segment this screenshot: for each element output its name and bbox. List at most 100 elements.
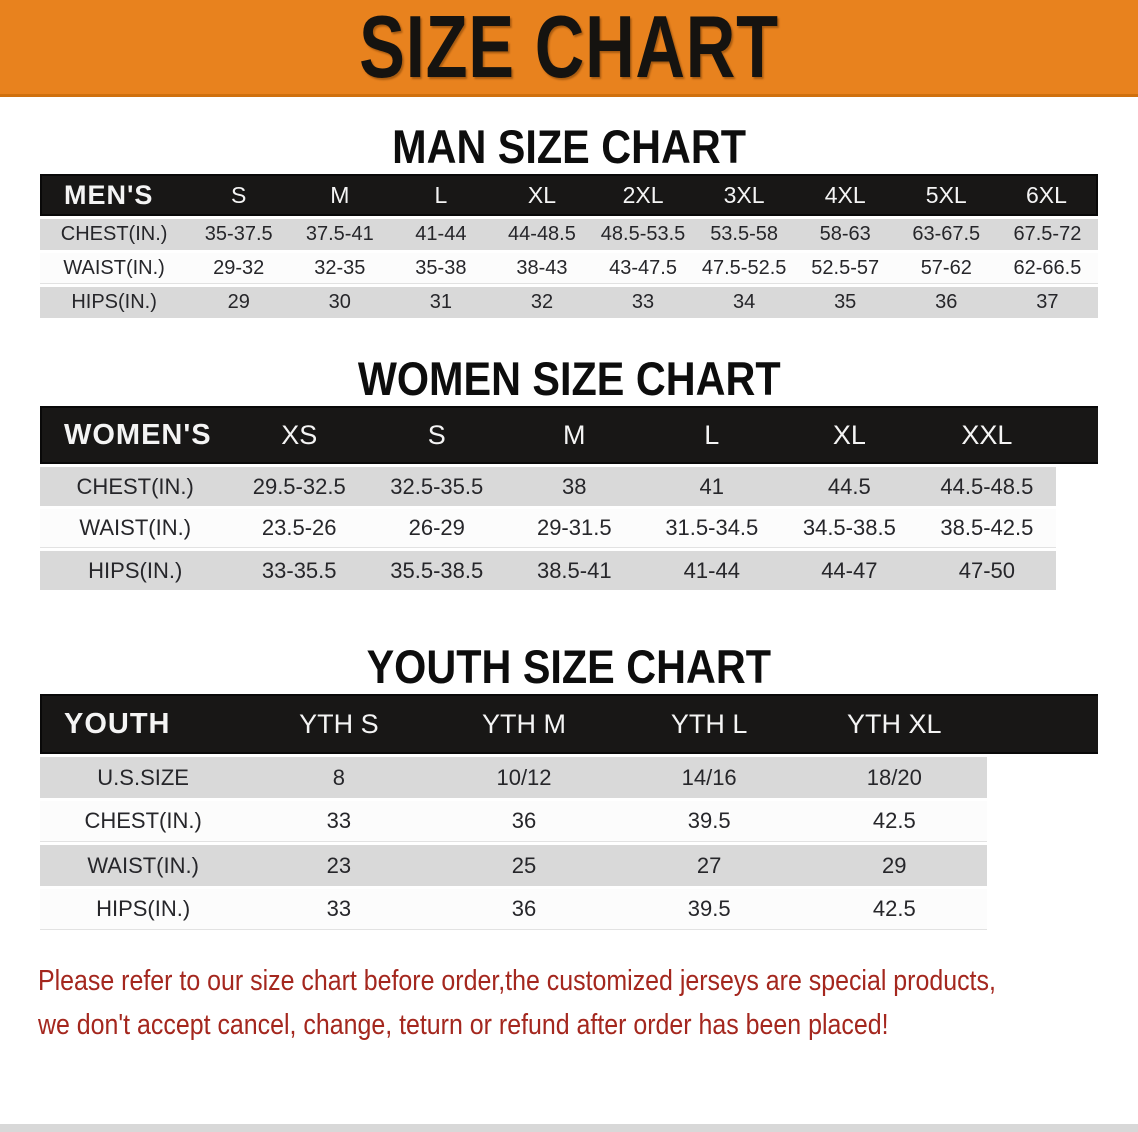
value-cell: 32.5-35.5 [367,467,506,506]
row-spacer [987,801,1098,842]
value-cell: 44-47 [780,551,919,590]
row-label: WAIST(IN.) [40,509,231,548]
value-cell: 33 [246,889,432,930]
table-row: WAIST(IN.) 29-32 32-35 35-38 38-43 43-47.5 47.… [40,253,1098,284]
value-cell: 44.5-48.5 [918,467,1056,506]
column-header: 4XL [794,174,896,216]
column-header: XL [491,174,593,216]
value-cell: 10/12 [431,757,617,798]
value-cell: 29-31.5 [505,509,644,548]
table-row: HIPS(IN.) 33-35.5 35.5-38.5 38.5-41 41-44 44-… [40,551,1098,590]
value-cell: 34.5-38.5 [780,509,919,548]
value-cell: 63-67.5 [895,219,997,250]
value-cell: 38.5-42.5 [918,509,1056,548]
size-table: YOUTH YTH S YTH M YTH L YTH XL U.S.SIZE 8 10/12… [40,691,1098,933]
value-cell: 47.5-52.5 [693,253,795,284]
table-row: WAIST(IN.) 23 25 27 29 [40,845,1098,886]
value-cell: 29 [188,287,290,318]
value-cell: 29.5-32.5 [230,467,368,506]
value-cell: 36 [895,287,997,318]
table-header-label: MEN'S [40,174,189,216]
value-cell: 42.5 [801,801,987,842]
column-header: L [643,406,781,464]
column-header: YTH M [431,694,617,754]
value-cell: 47-50 [918,551,1056,590]
column-header: 2XL [592,174,694,216]
column-header: S [188,174,290,216]
value-cell: 42.5 [801,889,987,930]
size-chart-banner: SIZE CHART [0,0,1138,97]
table-row: CHEST(IN.) 35-37.5 37.5-41 41-44 44-48.5 48.5… [40,219,1098,250]
row-spacer [987,889,1098,930]
value-cell: 26-29 [367,509,506,548]
row-label: CHEST(IN.) [40,219,189,250]
value-cell: 32-35 [289,253,391,284]
row-label: HIPS(IN.) [40,287,189,318]
row-label: HIPS(IN.) [40,551,231,590]
value-cell: 8 [246,757,432,798]
value-cell: 44-48.5 [491,219,593,250]
size-table: WOMEN'S XS S M L XL XXL CHEST(IN.) 29.5-32.5 32.5… [40,403,1098,593]
value-cell: 38 [505,467,644,506]
table-header-row: WOMEN'S XS S M L XL XXL [40,406,1098,464]
value-cell: 35 [794,287,896,318]
value-cell: 37 [996,287,1098,318]
column-header: YTH L [616,694,802,754]
table-header-row: YOUTH YTH S YTH M YTH L YTH XL [40,694,1098,754]
value-cell: 53.5-58 [693,219,795,250]
banner-title: SIZE CHART [359,0,779,96]
column-header: XL [780,406,919,464]
section-title-text: YOUTH SIZE CHART [366,640,772,693]
row-spacer [1056,551,1098,590]
row-label: U.S.SIZE [40,757,247,798]
value-cell: 36 [431,889,617,930]
column-header: XXL [918,406,1056,464]
value-cell: 39.5 [616,801,802,842]
column-header: XS [230,406,368,464]
value-cell: 41 [643,467,781,506]
column-header: YTH S [246,694,432,754]
column-header: L [390,174,492,216]
value-cell: 27 [616,845,802,886]
value-cell: 32 [491,287,593,318]
row-spacer [1056,467,1098,506]
value-cell: 44.5 [780,467,919,506]
value-cell: 39.5 [616,889,802,930]
size-table: MEN'S S M L XL 2XL 3XL 4XL 5XL 6XL CHEST(IN.) 35-37… [40,171,1098,321]
column-header: S [367,406,506,464]
section-title-text: WOMEN SIZE CHART [357,352,781,405]
table-row: HIPS(IN.) 29 30 31 32 33 34 35 36 37 [40,287,1098,318]
column-header: 5XL [895,174,997,216]
value-cell: 48.5-53.5 [592,219,694,250]
table-header-label: YOUTH [40,694,247,754]
value-cell: 37.5-41 [289,219,391,250]
value-cell: 31 [390,287,492,318]
section-title-text: MAN SIZE CHART [392,120,746,173]
value-cell: 38.5-41 [505,551,644,590]
row-spacer [987,845,1098,886]
section-title: MAN SIZE CHART [0,123,1138,171]
disclaimer: Please refer to our size chart before or… [0,959,1138,1047]
value-cell: 57-62 [895,253,997,284]
value-cell: 35.5-38.5 [367,551,506,590]
section-title: WOMEN SIZE CHART [0,355,1138,403]
value-cell: 18/20 [801,757,987,798]
value-cell: 41-44 [390,219,492,250]
row-label: WAIST(IN.) [40,845,247,886]
table-row: WAIST(IN.) 23.5-26 26-29 29-31.5 31.5-34.5 34… [40,509,1098,548]
value-cell: 36 [431,801,617,842]
disclaimer-line-2: we don't accept cancel, change, teturn o… [38,1009,889,1041]
sections: MAN SIZE CHART MEN'S S M L XL 2XL 3XL 4XL 5XL 6XL C… [0,123,1138,933]
row-label: CHEST(IN.) [40,801,247,842]
table-row: CHEST(IN.) 33 36 39.5 42.5 [40,801,1098,842]
table-row: U.S.SIZE 8 10/12 14/16 18/20 [40,757,1098,798]
column-header: M [505,406,644,464]
value-cell: 38-43 [491,253,593,284]
value-cell: 52.5-57 [794,253,896,284]
value-cell: 23 [246,845,432,886]
value-cell: 31.5-34.5 [643,509,781,548]
row-label: WAIST(IN.) [40,253,189,284]
row-label: CHEST(IN.) [40,467,231,506]
table-row: CHEST(IN.) 29.5-32.5 32.5-35.5 38 41 44.5 44.5… [40,467,1098,506]
table-header-label: WOMEN'S [40,406,231,464]
